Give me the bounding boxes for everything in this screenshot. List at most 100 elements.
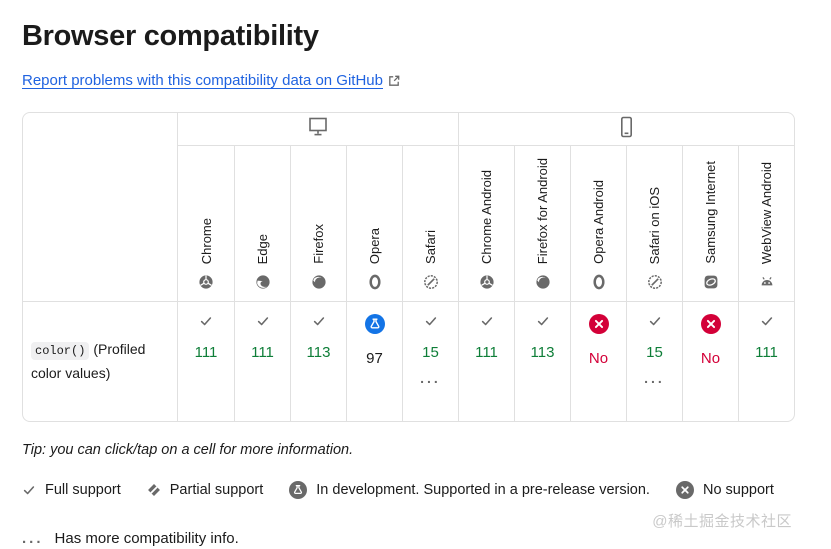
watermark: @稀土掘金技术社区 [652, 513, 792, 530]
desktop-icon [305, 116, 331, 138]
tip-text: Tip: you can click/tap on a cell for mor… [22, 442, 354, 458]
check-icon [648, 314, 662, 328]
preview-icon [364, 314, 385, 334]
no-icon [588, 314, 609, 334]
support-cell-safari-ios[interactable]: 15... [626, 302, 682, 421]
partial-icon [147, 483, 161, 497]
compat-table: Chrome Edge Firefox Opera Safari Chrome Andro… [22, 112, 795, 422]
browser-name: Firefox [311, 224, 326, 264]
firefox-icon [311, 274, 327, 290]
support-version: No [700, 350, 721, 367]
support-cell-safari[interactable]: 15... [402, 302, 458, 421]
browser-header-opera-android: Opera Android [570, 146, 626, 302]
support-cell-firefox-android[interactable]: 113 [514, 302, 570, 421]
browser-header-safari-ios: Safari on iOS [626, 146, 682, 302]
more-info-legend: ... Has more compatibility info. [22, 530, 831, 547]
check-icon [760, 314, 774, 328]
support-cell-opera-android[interactable]: No [570, 302, 626, 421]
browser-header-firefox-android: Firefox for Android [514, 146, 570, 302]
device-group-mobile [458, 113, 794, 146]
support-cell-opera[interactable]: 97 [346, 302, 402, 421]
support-version: 97 [366, 350, 383, 367]
feature-cell: color() (Profiled color values) [23, 302, 178, 421]
support-version: 111 [251, 344, 274, 361]
browser-name: Chrome [198, 217, 214, 264]
browser-header-webview-android: WebView Android [738, 146, 794, 302]
legend-label: No support [702, 482, 774, 498]
opera-icon [367, 274, 383, 290]
more-info-label: Has more compatibility info. [54, 530, 239, 547]
check-icon [22, 483, 36, 497]
more-info-dots-icon: ... [420, 370, 441, 386]
check-icon [480, 314, 494, 328]
more-info-dots-icon: ... [644, 370, 665, 386]
support-version: No [588, 350, 609, 367]
check-icon [312, 314, 326, 328]
external-link-icon [388, 75, 400, 87]
browser-header-edge: Edge [234, 146, 290, 302]
browser-name: Opera [367, 227, 382, 264]
opera-icon [591, 274, 607, 290]
support-version: 15 [646, 344, 663, 361]
support-cell-edge[interactable]: 111 [234, 302, 290, 421]
check-icon [424, 314, 438, 328]
legend-label: Full support [45, 482, 121, 498]
browser-name: Chrome Android [479, 170, 494, 264]
browser-name: WebView Android [759, 161, 774, 264]
samsung-icon [703, 274, 719, 290]
more-info-dots-icon: ... [22, 530, 44, 547]
firefox-icon [535, 274, 551, 290]
safari-icon [423, 274, 439, 290]
legend-label: Partial support [169, 482, 264, 498]
no-icon [675, 481, 694, 499]
support-cell-chrome[interactable]: 111 [178, 302, 234, 421]
legend-item-no: No support [675, 481, 774, 499]
support-legend: Full support Partial support In developmen… [22, 481, 831, 499]
edge-icon [255, 274, 271, 290]
safari-icon [647, 274, 663, 290]
page-title: Browser compatibility [22, 20, 319, 52]
support-cell-firefox[interactable]: 113 [290, 302, 346, 421]
compat-table-wrapper: Chrome Edge Firefox Opera Safari Chrome Andro… [22, 112, 831, 422]
browser-name: Safari [423, 230, 438, 264]
support-version: 111 [755, 344, 778, 361]
support-version: 15 [422, 344, 439, 361]
browser-header-firefox: Firefox [290, 146, 346, 302]
android-icon [759, 274, 775, 290]
support-version: 111 [475, 344, 498, 361]
feature-code: color() [31, 342, 90, 361]
browser-name: Firefox for Android [535, 157, 550, 264]
chrome-icon [479, 274, 495, 290]
legend-label: In development. Supported in a pre-relea… [316, 482, 650, 498]
preview-icon [289, 481, 308, 499]
browser-header-safari: Safari [402, 146, 458, 302]
browser-name: Opera Android [591, 180, 606, 264]
browser-header-chrome: Chrome [178, 146, 234, 302]
browser-name: Edge [255, 233, 270, 264]
check-icon [199, 314, 213, 328]
feature-row: color() (Profiled color values) 111 111 113… [23, 302, 794, 421]
support-version: 113 [306, 344, 331, 361]
support-cell-webview-android[interactable]: 111 [738, 302, 794, 421]
feature-description: (Profiled color values) [31, 341, 146, 381]
no-icon [700, 314, 721, 334]
check-icon [536, 314, 550, 328]
check-icon [256, 314, 270, 328]
report-problems-link[interactable]: Report problems with this compatibility … [22, 72, 400, 89]
legend-item-preview: In development. Supported in a pre-relea… [289, 481, 650, 499]
mobile-icon [620, 116, 633, 138]
browser-header-chrome-android: Chrome Android [458, 146, 514, 302]
report-link-label: Report problems with this compatibility … [22, 72, 383, 89]
browser-name: Samsung Internet [703, 161, 718, 264]
browser-header-opera: Opera [346, 146, 402, 302]
device-group-desktop [178, 113, 458, 146]
legend-item-partial: Partial support [147, 482, 264, 498]
browser-name: Safari on iOS [647, 186, 662, 264]
support-version: 113 [530, 344, 555, 361]
chrome-icon [198, 274, 214, 290]
support-version: 111 [194, 344, 218, 361]
browser-header-samsung-internet: Samsung Internet [682, 146, 738, 302]
support-cell-samsung-internet[interactable]: No [682, 302, 738, 421]
support-cell-chrome-android[interactable]: 111 [458, 302, 514, 421]
